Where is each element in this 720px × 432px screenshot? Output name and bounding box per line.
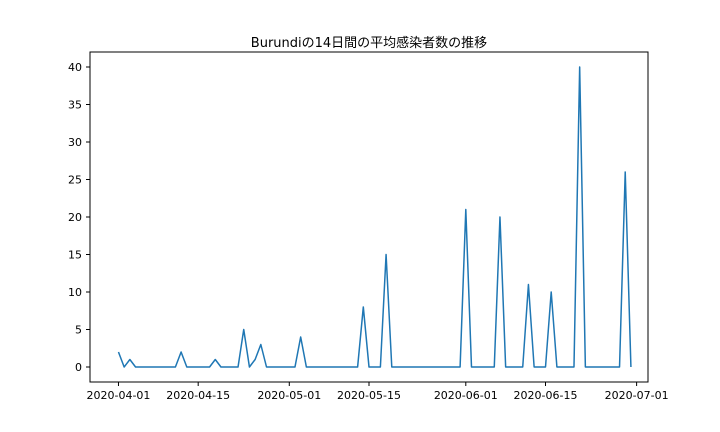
x-tick-label: 2020-04-01 [87, 389, 151, 402]
x-tick-label: 2020-07-01 [605, 389, 669, 402]
series-line [117, 66, 632, 368]
y-tick-label: 35 [68, 99, 82, 112]
x-tick-label: 2020-05-01 [257, 389, 321, 402]
y-tick-label: 0 [75, 361, 82, 374]
chart-title: Burundiの14日間の平均感染者数の推移 [251, 35, 487, 51]
x-tick-label: 2020-05-15 [337, 389, 401, 402]
y-tick-label: 20 [68, 211, 82, 224]
x-tick-label: 2020-06-01 [434, 389, 498, 402]
x-tick-label: 2020-04-15 [166, 389, 230, 402]
x-tick-label: 2020-06-15 [514, 389, 578, 402]
series-layer [117, 66, 632, 368]
y-tick-label: 15 [68, 249, 82, 262]
y-tick-label: 10 [68, 286, 82, 299]
y-tick-label: 25 [68, 174, 82, 187]
y-tick-label: 40 [68, 61, 82, 74]
y-tick-label: 5 [75, 324, 82, 337]
axes: 2020-04-01 2020-04-15 2020-05-01 2020-05-15… [68, 51, 669, 402]
y-tick-label: 30 [68, 136, 82, 149]
